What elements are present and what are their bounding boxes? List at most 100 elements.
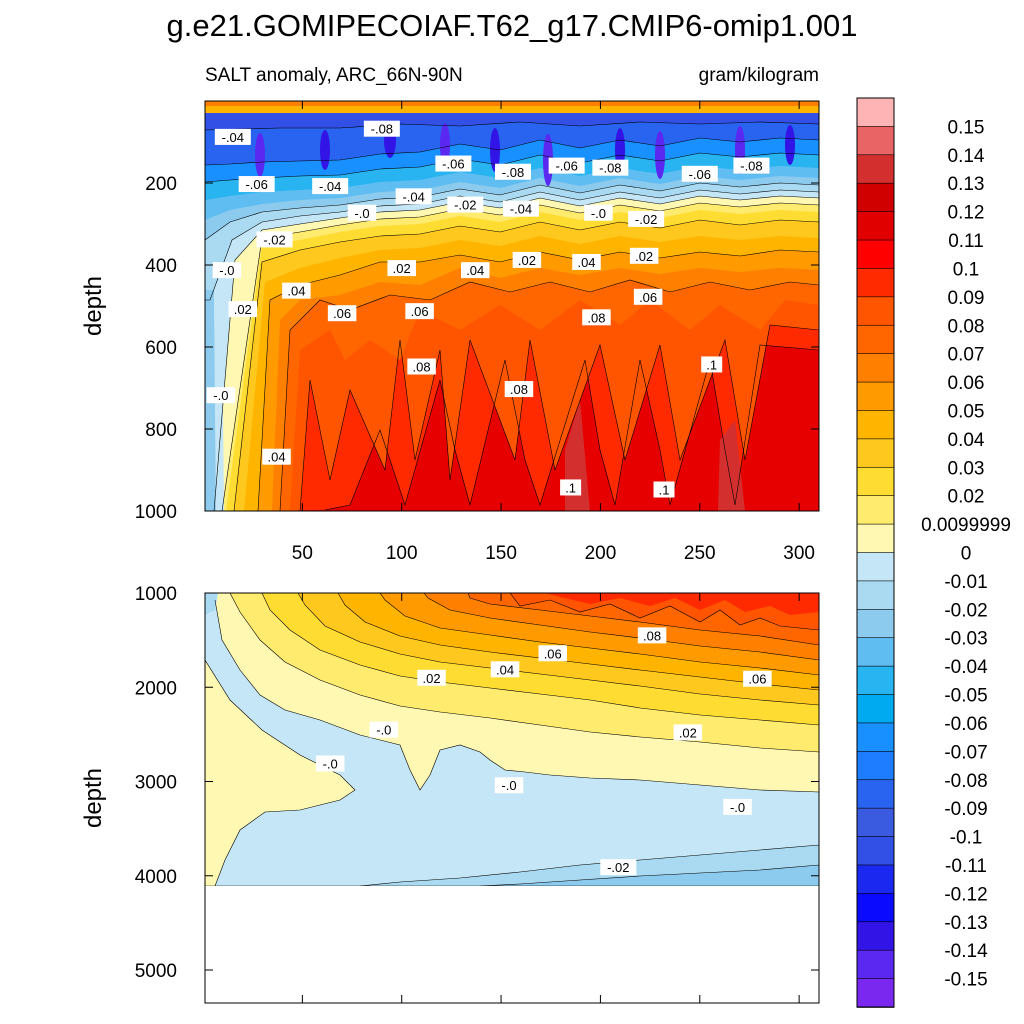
contour-label: .04 [572,253,601,270]
colorbar-swatch [856,239,895,270]
colorbar-label: -0.15 [944,970,987,991]
contour-label: .1 [560,479,582,496]
colorbar: 0.15 0.14 0.13 0.12 0.11 0.1 0.09 0.08 0.07 0.06 0… [856,97,1011,1008]
upper-band-fill [205,101,819,106]
contour-label: -.0 [315,755,345,772]
contour-label-box [584,204,613,221]
contour-label-box [582,309,611,326]
colorbar-swatch [856,836,895,866]
contour-label-box [743,670,772,687]
contour-label: .04 [262,448,291,465]
contour-label-text: .06 [411,304,429,319]
contour-label: -.06 [238,176,275,193]
contour-label: -.0 [584,204,613,221]
contour-label: -.02 [256,231,293,248]
contour-label: .02 [228,301,258,318]
contour-label-text: .04 [496,662,514,677]
contour-label-text: .06 [333,306,351,321]
colorbar-swatch [856,665,895,696]
colorbar-label: -0.13 [944,913,987,934]
upper-contour-line [233,219,819,511]
colorbar-label: -0.05 [944,686,987,707]
colorbar-swatch [856,807,895,838]
contour-label: -.02 [447,196,484,213]
contour-label: .06 [538,645,567,662]
colorbar-swatch [856,864,895,895]
contour-label-box [701,356,723,373]
upper-contour-line [279,279,819,511]
colorbar-label: 0.14 [948,146,985,167]
x-tick-label: 50 [292,543,313,564]
upper-band-fill [490,128,500,172]
contour-label-box [600,859,637,876]
contour-label-text: .1 [659,483,670,498]
contour-label-text: .1 [706,357,717,372]
contour-label: -.04 [502,200,539,217]
colorbar-label: -0.07 [944,742,987,763]
upper-contour-labels: -.04 -.06 -.08 -.06 -.04 -.08 -.06 -.08 -.06 -.08… [206,120,770,498]
lower-fill [205,593,819,886]
upper-contour-line [213,195,819,511]
lower-contour-line [379,593,819,676]
lower-contour-line [214,599,819,793]
contour-label-box [214,128,251,145]
lower-contour-line [509,593,819,631]
contour-label: .08 [504,381,534,398]
contour-label-text: -.02 [263,232,285,247]
contour-label-box [417,669,446,686]
upper-fill [205,101,819,511]
colorbar-swatch [856,978,895,1008]
contour-label-text: -.08 [740,159,762,174]
contour-label-text: .06 [544,646,562,661]
colorbar-label: 0.08 [948,316,985,337]
contour-label-box [312,178,349,195]
contour-label-text: -.08 [599,161,621,176]
contour-label-text: -.0 [591,206,606,221]
colorbar-label: 0.12 [948,203,985,224]
upper-contour-line [324,344,819,511]
upper-axes: 50 100 150 200 250 300 200 400 600 800 1000 [135,101,819,564]
lower-missing-data-area [205,886,819,1003]
contour-label-text: -.04 [402,189,424,204]
contour-label-box [212,262,242,279]
contour-label-box [256,231,293,248]
contour-label-text: .02 [234,302,252,317]
contour-label: -.06 [435,155,472,172]
colorbar-label: -0.14 [944,941,988,962]
colorbar-swatch [856,410,895,440]
y-tick-label: 5000 [135,961,177,982]
lower-contour-line [423,593,819,661]
contour-label-box [538,645,567,662]
contour-label-box [238,176,275,193]
contour-label-text: .08 [643,628,661,643]
contour-label: .08 [582,309,611,326]
upper-band-fill [718,420,745,511]
lower-band-fill [545,593,819,615]
contour-label: .06 [327,305,357,322]
contour-label-box [494,777,524,794]
colorbar-swatch [856,694,895,724]
contour-label-box [502,200,539,217]
colorbar-label: 0.09 [948,288,985,309]
colorbar-swatch [856,637,895,667]
upper-y-axis-title: depth [80,276,107,336]
contour-label: .02 [417,669,446,686]
y-tick-label: 2000 [135,678,177,699]
contour-label: -.08 [592,159,629,176]
contour-label: .02 [629,247,659,264]
contour-label: -.04 [395,188,432,205]
contour-label-text: -.02 [635,212,657,227]
upper-contour-line [205,121,819,131]
contour-label-text: .1 [565,480,576,495]
figure-title: g.e21.GOMIPECOIAF.T62_g17.CMIP6-omip1.00… [167,8,858,43]
contour-label: -.0 [347,204,377,221]
lower-plot-frame [204,592,820,1004]
contour-label: .06 [405,303,434,320]
contour-label-box [673,724,703,741]
contour-label-text: .08 [587,310,605,325]
colorbar-swatch [856,751,895,781]
contour-label-text: .04 [577,255,595,270]
colorbar-swatch [856,722,895,753]
colorbar-label: -0.09 [944,799,987,820]
